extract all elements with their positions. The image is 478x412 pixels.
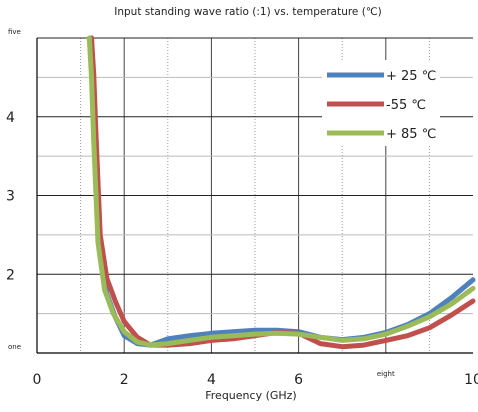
legend-label: + 25 ℃	[386, 69, 436, 84]
series-line-1	[89, 35, 476, 350]
y-tick-label: 4	[6, 110, 15, 126]
x-tick-label: 6	[294, 372, 303, 388]
x-tick-label: eight	[377, 370, 395, 378]
y-tick-label: five	[8, 28, 21, 36]
x-axis-label: Frequency (GHz)	[205, 389, 296, 402]
legend-label: + 85 ℃	[386, 127, 436, 142]
y-tick-label: 2	[6, 267, 15, 283]
y-tick-label: one	[8, 343, 21, 351]
x-tick-label: 2	[120, 372, 129, 388]
axes	[36, 38, 473, 354]
x-tick-label: 4	[207, 372, 216, 388]
y-tick-label: 3	[6, 189, 15, 205]
legend: + 25 ℃ -55 ℃ + 85 ℃	[322, 60, 440, 146]
x-tick-label: 10	[464, 372, 478, 388]
legend-label: -55 ℃	[386, 98, 426, 113]
tick-labels: 0 2 4 6 eight 10 one 2 3 4 five	[6, 28, 478, 388]
chart-title: Input standing wave ratio (:1) vs. tempe…	[114, 6, 381, 18]
series-layer	[86, 35, 476, 350]
x-tick-label: 0	[33, 372, 42, 388]
series-line-2	[86, 35, 476, 348]
